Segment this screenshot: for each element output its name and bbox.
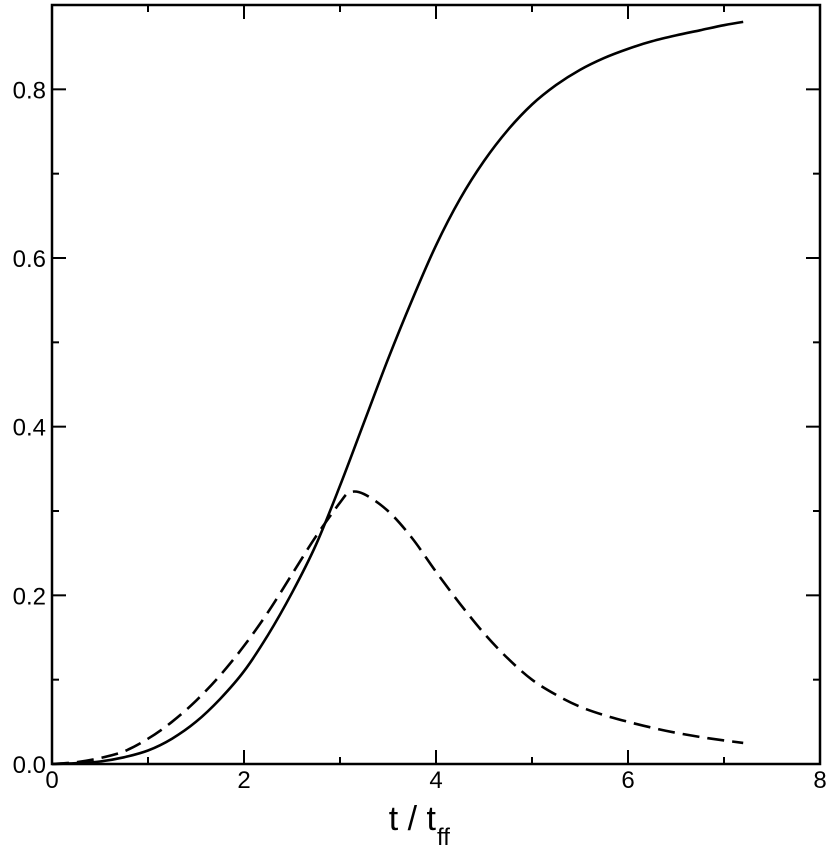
y-tick-label: 0.6 <box>13 246 46 273</box>
series-line-solid <box>51 20 744 766</box>
x-tick-label: 8 <box>813 767 826 794</box>
y-tick-label: 0.0 <box>13 752 46 779</box>
y-tick-label: 0.4 <box>13 415 46 442</box>
x-tick-label: 6 <box>621 767 634 794</box>
x-axis-label-subscript: ff <box>437 824 450 851</box>
axis-ticks <box>51 4 821 765</box>
series-line-dashed <box>51 490 744 766</box>
x-tick-label: 2 <box>237 767 250 794</box>
y-tick-label: 0.8 <box>13 77 46 104</box>
plot-frame <box>50 3 822 766</box>
y-tick-label: 0.2 <box>13 583 46 610</box>
x-tick-label: 0 <box>45 767 58 794</box>
x-axis-label-main: t / t <box>389 800 437 838</box>
x-axis-label: t / t <box>389 800 437 838</box>
tick-labels: 0 2 4 6 8 0.0 0.2 0.4 0.6 0.8 <box>13 77 827 794</box>
x-tick-label: 4 <box>429 767 442 794</box>
series-layer <box>51 20 744 766</box>
